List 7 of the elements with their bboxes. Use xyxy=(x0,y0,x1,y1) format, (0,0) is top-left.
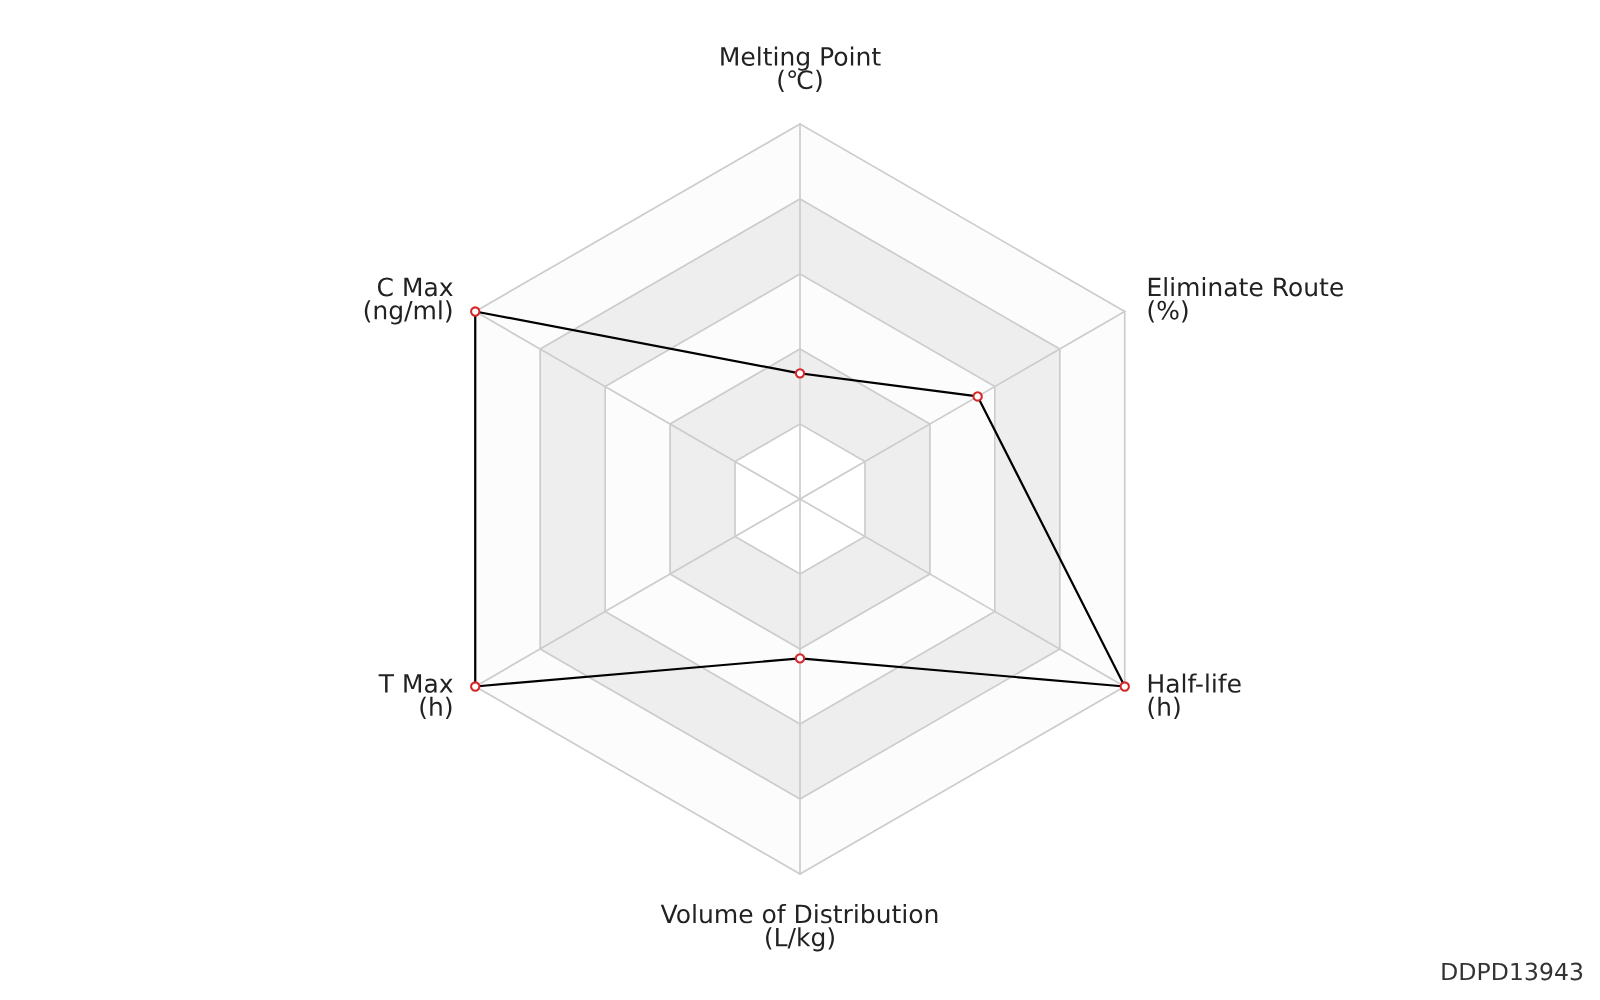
spoke-label: Eliminate Route (%) xyxy=(1148,277,1343,323)
spoke-label: Half-life (h) xyxy=(1148,673,1241,720)
spoke-label: C Max (ng/ml) xyxy=(364,277,453,325)
text: DDPD13943 xyxy=(1442,962,1583,981)
spoke-label: Volume of Distribution (L/kg) xyxy=(660,904,938,952)
spoke-label: Melting Point (℃) xyxy=(721,46,881,93)
spoke-label: T Max (h) xyxy=(378,674,453,720)
